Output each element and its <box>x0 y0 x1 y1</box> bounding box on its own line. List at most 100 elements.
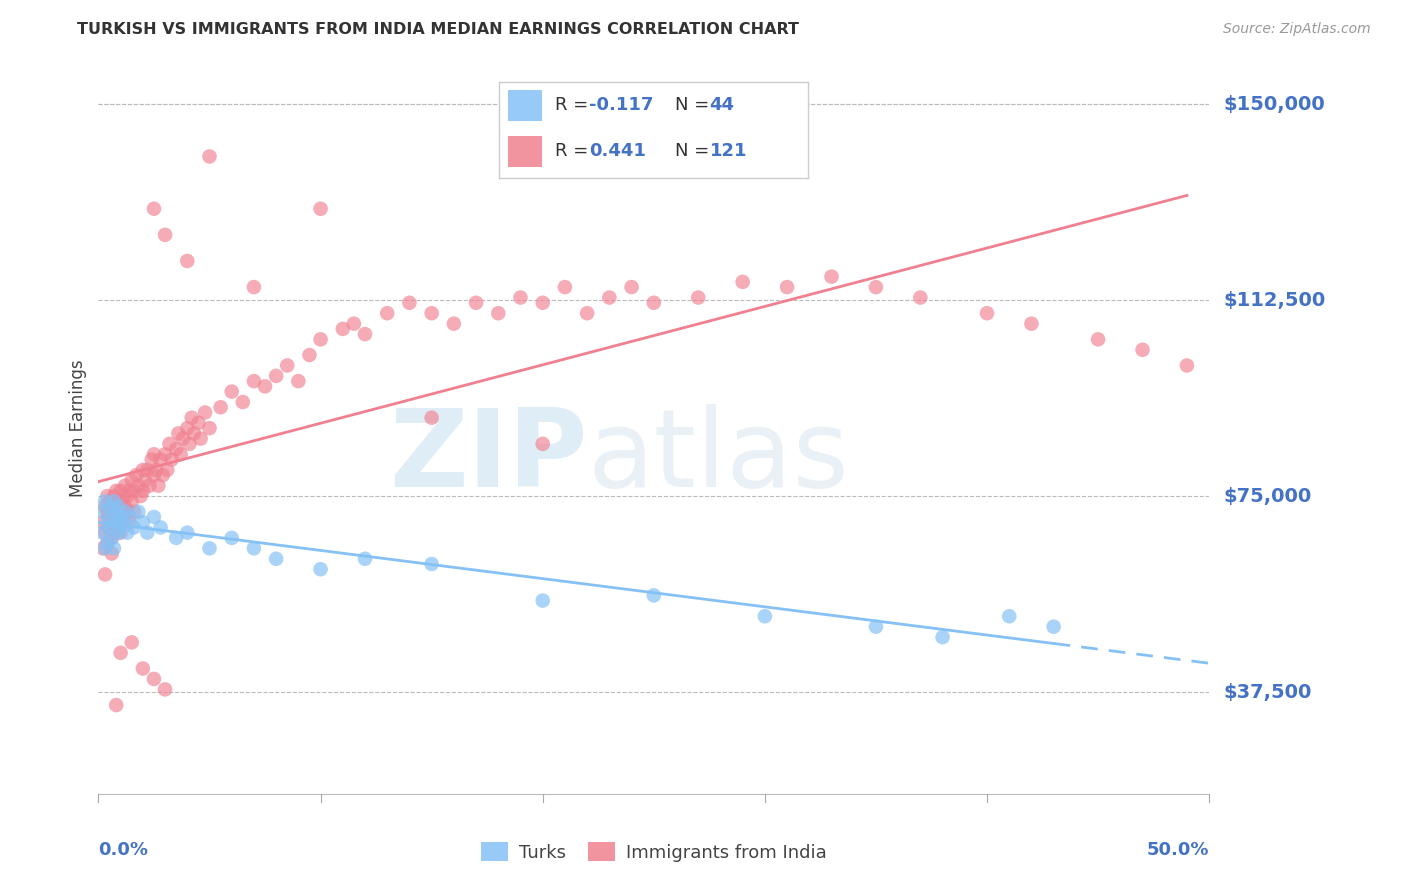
Point <box>132 661 155 675</box>
Point <box>420 410 443 425</box>
Point <box>194 405 217 419</box>
Point <box>107 500 129 514</box>
Point <box>598 291 620 305</box>
Point <box>179 437 201 451</box>
Point <box>94 525 117 540</box>
Text: 121: 121 <box>710 143 747 161</box>
Point <box>91 515 114 529</box>
Point <box>465 295 488 310</box>
Point <box>398 295 420 310</box>
Point <box>114 500 136 514</box>
Point <box>190 432 212 446</box>
Point <box>114 505 136 519</box>
Point <box>98 510 121 524</box>
Point <box>865 620 887 634</box>
Point <box>221 384 243 399</box>
Point <box>167 426 190 441</box>
Point <box>105 483 128 498</box>
Point <box>91 505 114 519</box>
Point <box>253 379 276 393</box>
Point <box>243 541 266 556</box>
Point <box>180 410 202 425</box>
Text: $37,500: $37,500 <box>1223 682 1312 701</box>
Point <box>94 567 117 582</box>
Point <box>117 489 139 503</box>
Point <box>103 489 125 503</box>
Text: Source: ZipAtlas.com: Source: ZipAtlas.com <box>1223 22 1371 37</box>
Point <box>221 531 243 545</box>
Y-axis label: Median Earnings: Median Earnings <box>69 359 87 497</box>
Point <box>96 515 118 529</box>
Point <box>160 452 183 467</box>
Text: $112,500: $112,500 <box>1223 291 1326 310</box>
Point <box>420 306 443 320</box>
Point <box>198 421 221 435</box>
Point <box>156 463 179 477</box>
Point <box>129 489 152 503</box>
Point <box>243 280 266 294</box>
Point <box>531 295 554 310</box>
Point <box>148 478 170 492</box>
Point <box>110 525 132 540</box>
Point <box>153 227 176 242</box>
Point <box>91 541 114 556</box>
Point <box>375 306 398 320</box>
Point <box>309 332 332 346</box>
Point <box>107 494 129 508</box>
Point <box>443 317 465 331</box>
Point <box>187 416 209 430</box>
Point <box>486 306 509 320</box>
Point <box>143 202 166 216</box>
Point <box>688 291 710 305</box>
Point <box>153 682 176 697</box>
Point <box>94 494 117 508</box>
Text: $75,000: $75,000 <box>1223 486 1312 506</box>
Point <box>100 531 122 545</box>
Point <box>98 500 121 514</box>
Point <box>138 478 160 492</box>
Text: 44: 44 <box>710 96 734 114</box>
Point <box>531 437 554 451</box>
Point <box>96 536 118 550</box>
Point <box>910 291 932 305</box>
Point <box>531 593 554 607</box>
Point <box>103 494 125 508</box>
Point <box>143 468 166 483</box>
Point <box>343 317 366 331</box>
Point <box>509 291 531 305</box>
Point <box>110 520 132 534</box>
Point <box>332 322 354 336</box>
Point <box>354 551 377 566</box>
Point <box>998 609 1021 624</box>
Point <box>121 474 143 488</box>
Point <box>100 510 122 524</box>
Text: 0.0%: 0.0% <box>98 841 149 859</box>
Point <box>1021 317 1043 331</box>
Point <box>1087 332 1109 346</box>
Point <box>176 254 198 268</box>
Point <box>931 630 953 644</box>
Point <box>165 442 187 456</box>
Point <box>143 447 166 461</box>
Point <box>121 635 143 649</box>
Text: 0.441: 0.441 <box>589 143 645 161</box>
Point <box>198 541 221 556</box>
Bar <box>509 136 543 167</box>
Point <box>276 359 298 373</box>
Point <box>91 525 114 540</box>
Point <box>105 515 128 529</box>
Point <box>287 374 309 388</box>
Point <box>176 525 198 540</box>
Point <box>121 494 143 508</box>
Point <box>141 452 163 467</box>
Point <box>110 505 132 519</box>
Point <box>98 494 121 508</box>
Point <box>143 510 166 524</box>
Point <box>169 447 191 461</box>
Point <box>643 588 665 602</box>
Point <box>132 515 155 529</box>
Point <box>1042 620 1064 634</box>
Point <box>127 505 149 519</box>
Point <box>100 547 122 561</box>
Point <box>620 280 643 294</box>
